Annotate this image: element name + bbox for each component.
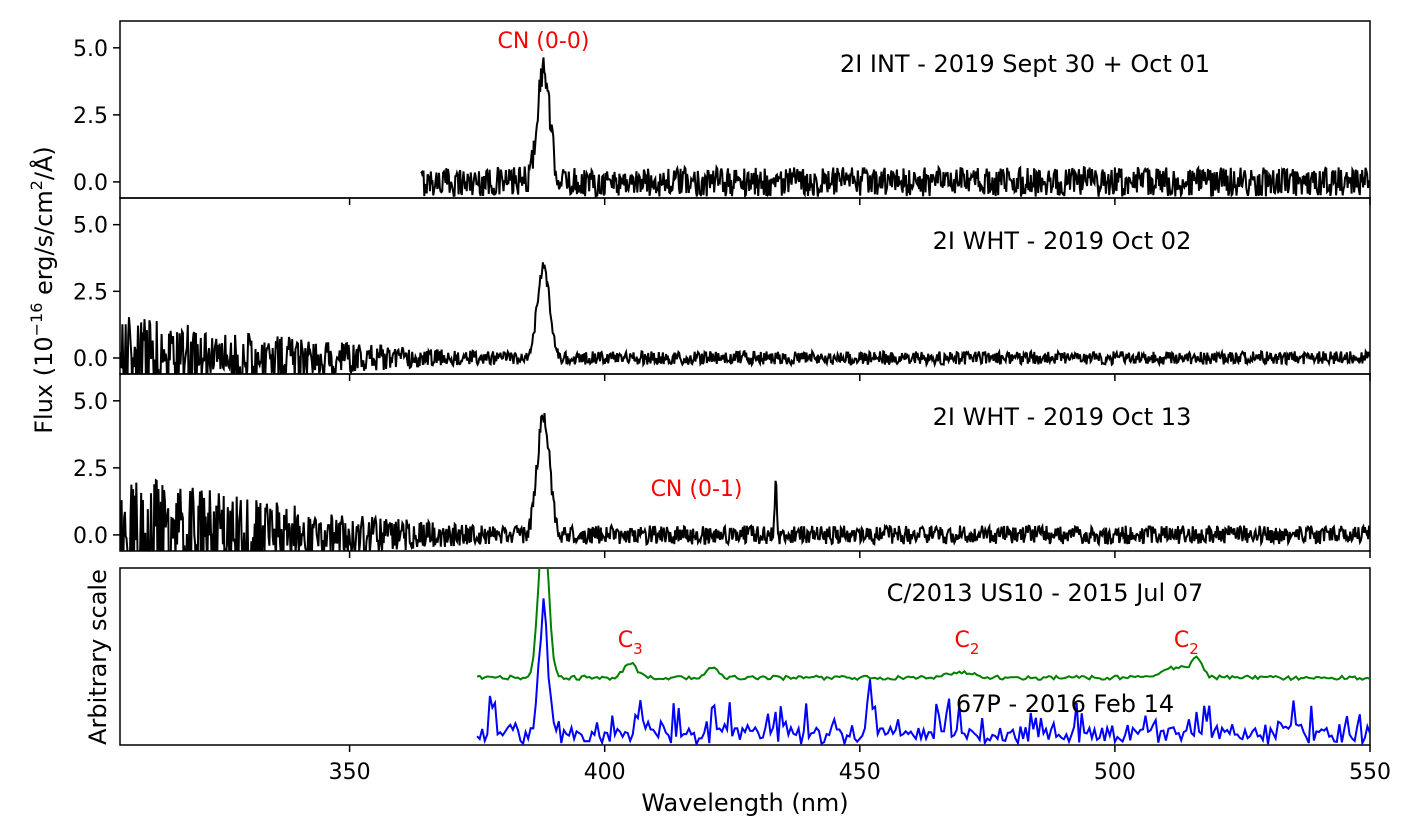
- flux-ylabel-sq: 2: [27, 180, 46, 190]
- spectrum-line-bottom-1: [476, 598, 1370, 745]
- xtick-label: 550: [1349, 760, 1391, 785]
- spectrum-line-top: [420, 57, 1370, 198]
- flux-ylabel: Flux (10−16 erg/s/cm2/Å): [27, 146, 58, 434]
- annotation-label: CN (0-1): [651, 477, 743, 502]
- wavelength-xlabel: Wavelength (nm): [641, 789, 848, 817]
- spectrum-line-lower: [120, 413, 1370, 551]
- series-label-0: C/2013 US10 - 2015 Jul 07: [887, 579, 1204, 607]
- ytick-label: 2.5: [73, 457, 108, 482]
- flux-ylabel-c: /Å): [29, 146, 58, 180]
- ytick-label: 2.5: [73, 280, 108, 305]
- panel-title-top: 2I INT - 2019 Sept 30 + Oct 01: [840, 50, 1210, 78]
- ytick-label: 0.0: [73, 347, 108, 372]
- annotation-label: C2: [954, 628, 979, 658]
- ytick-label: 0.0: [73, 524, 108, 549]
- ytick-label: 5.0: [73, 37, 108, 62]
- flux-ylabel-exp: −16: [27, 303, 46, 337]
- spectrum-line-middle: [120, 262, 1370, 374]
- ytick-label: 0.0: [73, 171, 108, 196]
- panel-frame-bottom: [119, 567, 1371, 746]
- xtick-label: 350: [329, 760, 371, 785]
- xtick-label: 500: [1094, 760, 1136, 785]
- ytick-label: 5.0: [73, 214, 108, 239]
- panel-frame-lower: [119, 373, 1371, 552]
- annotation-label: C3: [618, 628, 643, 658]
- annotation-label: C2: [1174, 628, 1199, 658]
- ytick-label: 2.5: [73, 104, 108, 129]
- xtick-label: 450: [839, 760, 881, 785]
- spectrum-line-bottom-0: [476, 568, 1370, 682]
- annotation-label: CN (0-0): [498, 29, 590, 54]
- arbitrary-ylabel: Arbitrary scale: [84, 569, 112, 745]
- ytick-label: 5.0: [73, 390, 108, 415]
- flux-ylabel-a: Flux (10: [30, 336, 58, 433]
- series-label-1: 67P - 2016 Feb 14: [956, 690, 1174, 718]
- flux-ylabel-b: erg/s/cm: [30, 190, 58, 302]
- panel-title-middle: 2I WHT - 2019 Oct 02: [933, 227, 1192, 255]
- panel-title-lower: 2I WHT - 2019 Oct 13: [933, 403, 1192, 431]
- xtick-label: 400: [584, 760, 626, 785]
- panels-group: 0.0 2.5 5.0 2I INT - 2019 Sept 30 + Oct 01 C…: [73, 20, 1391, 785]
